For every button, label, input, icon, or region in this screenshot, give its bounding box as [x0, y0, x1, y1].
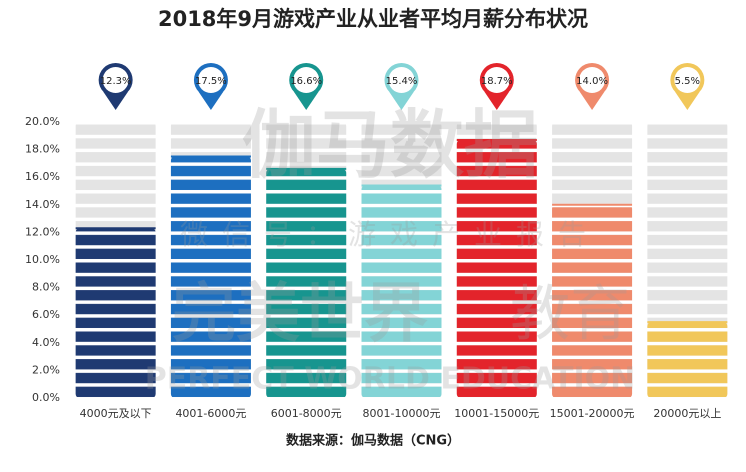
x-tick-label: 20000元以上 — [653, 407, 721, 420]
value-pin — [675, 91, 700, 110]
watermark: PERFECT WORLD EDUCATION — [145, 362, 636, 397]
y-tick-label: 4.0% — [32, 336, 60, 349]
value-pin — [484, 91, 510, 110]
value-pin-face — [197, 67, 224, 93]
bar — [170, 156, 251, 398]
x-tick-label: 10001-15000元 — [454, 407, 539, 420]
bar — [552, 204, 633, 398]
bar — [456, 139, 537, 398]
value-pin-face — [579, 67, 606, 93]
source: 数据来源：伽马数据（CNG） — [286, 433, 460, 449]
y-tick-label: 16.0% — [25, 170, 60, 183]
value-pin — [103, 91, 128, 110]
bar — [361, 185, 442, 398]
watermark: 教育 — [510, 280, 630, 350]
value-pin-face — [674, 67, 701, 93]
value-pin-face — [483, 67, 510, 93]
y-tick-label: 6.0% — [32, 308, 60, 321]
x-tick-label: 15001-20000元 — [550, 407, 635, 420]
y-tick-label: 12.0% — [25, 225, 60, 238]
bar — [647, 322, 728, 398]
y-tick-label: 20.0% — [25, 115, 60, 128]
x-tick-label: 4000元及以下 — [80, 407, 152, 420]
value-label: 15.4% — [386, 76, 418, 87]
y-tick-label: 18.0% — [25, 143, 60, 156]
value-pin-face — [293, 67, 320, 93]
value-label: 16.6% — [290, 76, 322, 87]
value-pin — [389, 91, 414, 110]
x-tick-label: 4001-6000元 — [175, 407, 246, 420]
y-tick-label: 10.0% — [25, 253, 60, 266]
value-pin-face — [388, 67, 415, 93]
y-tick-label: 2.0% — [32, 363, 60, 376]
chart-title: 2018年9月游戏产业从业者平均月薪分布状况 — [158, 7, 588, 31]
value-pin — [198, 91, 224, 110]
value-label: 5.5% — [675, 76, 700, 87]
bar — [75, 228, 156, 398]
x-tick-label: 8001-10000元 — [363, 407, 441, 420]
value-pin — [293, 91, 319, 110]
value-pin — [579, 91, 605, 110]
bar — [266, 168, 347, 398]
y-tick-label: 8.0% — [32, 281, 60, 294]
y-tick-label: 0.0% — [32, 391, 60, 404]
value-label: 18.7% — [481, 76, 513, 87]
value-pin-face — [102, 67, 129, 93]
value-label: 14.0% — [576, 76, 608, 87]
y-tick-label: 14.0% — [25, 198, 60, 211]
value-label: 17.5% — [195, 76, 227, 87]
watermark: 伽马数据 — [242, 103, 538, 189]
value-label: 12.3% — [100, 76, 132, 87]
x-tick-label: 6001-8000元 — [271, 407, 342, 420]
watermark: 微信号：游戏产业报告 — [180, 218, 600, 251]
watermark: 完美世界 — [172, 278, 428, 352]
